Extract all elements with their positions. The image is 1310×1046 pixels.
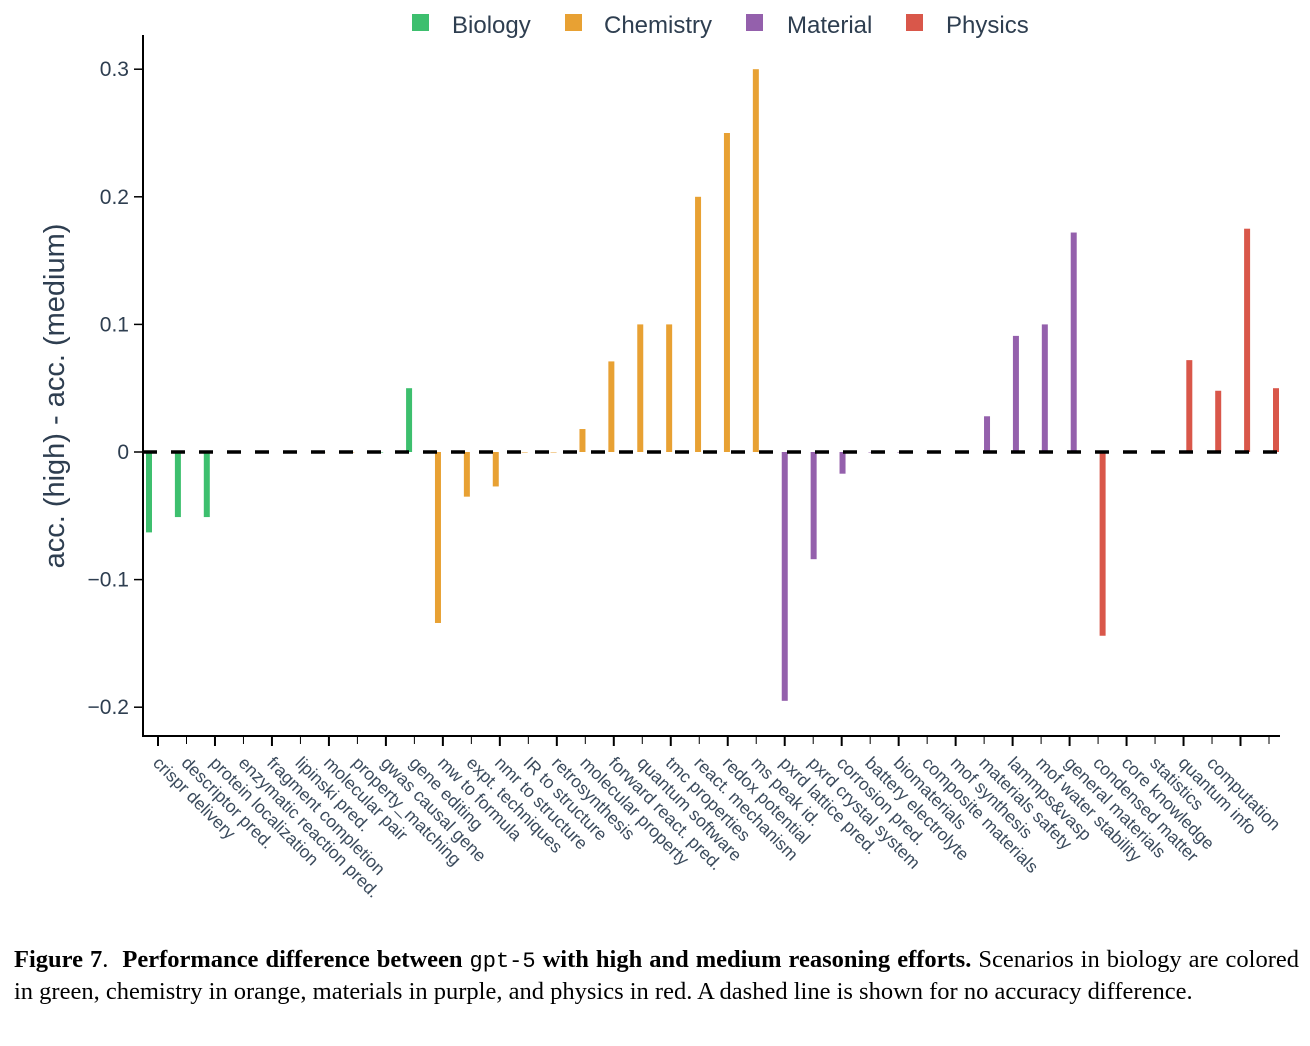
- caption-model-code: gpt-5: [469, 949, 536, 974]
- bar: [550, 452, 557, 453]
- bar: [579, 429, 586, 452]
- bar: [406, 388, 413, 452]
- bars-group: [146, 69, 1279, 701]
- bar: [1070, 232, 1077, 452]
- legend-item: Biology: [412, 12, 531, 39]
- caption-title-part-1: Performance difference between: [122, 946, 463, 973]
- legend-swatch: [565, 14, 582, 31]
- bar: [752, 69, 759, 452]
- bar: [1186, 360, 1193, 452]
- bar: [1215, 390, 1222, 452]
- y-tick-label: 0: [117, 441, 129, 464]
- legend-item: Chemistry: [565, 12, 712, 39]
- y-ticks: −0.2 −0.1 0 0.1 0.2 0.3: [88, 58, 143, 719]
- bar: [492, 452, 499, 487]
- bar: [723, 133, 730, 452]
- bar: [146, 452, 152, 533]
- y-axis-title: acc. (high) - acc. (medium): [39, 224, 71, 569]
- bar: [839, 452, 846, 474]
- legend-label: Biology: [452, 12, 531, 39]
- bar: [1244, 228, 1251, 452]
- legend-swatch: [746, 14, 763, 31]
- legend-label: Chemistry: [604, 12, 712, 39]
- figure-caption: Figure 7. Performance difference between…: [14, 946, 1300, 1005]
- y-tick-label: −0.1: [88, 569, 129, 592]
- bar: [810, 452, 817, 560]
- bar-chart: Biology Chemistry Material Physics −0.2 −0.1…: [39, 12, 1285, 902]
- bar: [174, 452, 181, 518]
- bar: [1273, 388, 1279, 452]
- bar: [608, 361, 615, 452]
- legend: Biology Chemistry Material Physics: [412, 12, 1029, 39]
- legend-label: Material: [787, 12, 872, 39]
- bar: [695, 196, 702, 452]
- bar: [637, 324, 644, 452]
- y-tick-label: 0.3: [100, 58, 129, 81]
- caption-title-part-2: with high and medium reasoning efforts.: [542, 946, 972, 973]
- bar: [666, 324, 673, 452]
- bar: [1099, 452, 1106, 636]
- legend-swatch: [906, 14, 923, 31]
- axes: [142, 35, 1280, 737]
- bar: [203, 452, 210, 518]
- bar: [781, 452, 788, 701]
- y-tick-label: 0.2: [100, 186, 129, 209]
- bar: [521, 452, 528, 453]
- bar: [1012, 335, 1019, 452]
- figure-label: Figure 7: [14, 946, 103, 973]
- bar: [984, 416, 991, 452]
- legend-item: Physics: [906, 12, 1029, 39]
- bar: [434, 452, 441, 623]
- caption-body: Scenarios in biology are colored in gree…: [14, 946, 1300, 1005]
- y-tick-label: 0.1: [100, 313, 129, 336]
- bar: [1041, 324, 1048, 452]
- bar: [463, 452, 470, 497]
- legend-label: Physics: [946, 12, 1029, 39]
- legend-item: Material: [746, 12, 872, 39]
- legend-swatch: [412, 14, 429, 31]
- y-tick-label: −0.2: [88, 696, 129, 719]
